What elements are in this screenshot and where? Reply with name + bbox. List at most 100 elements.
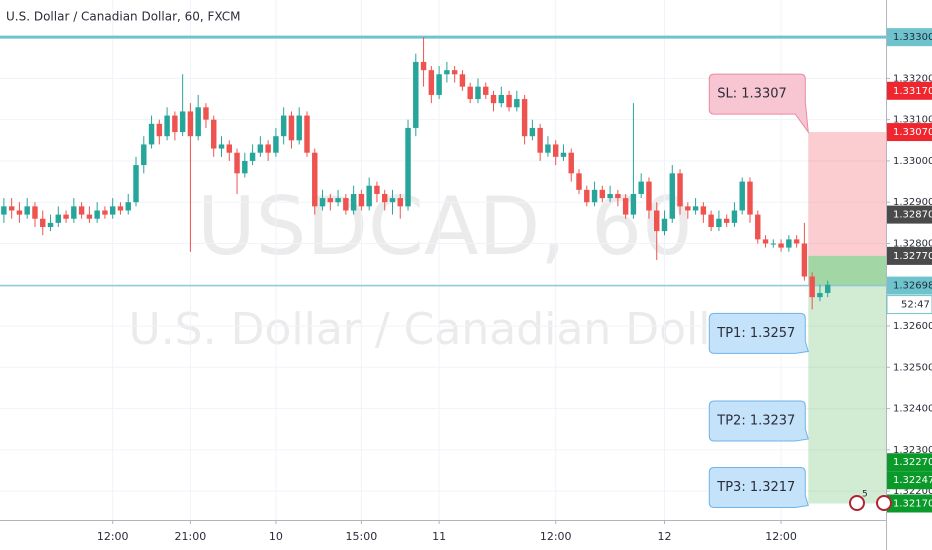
candle-body xyxy=(708,214,714,227)
candle-body xyxy=(78,206,85,215)
y-tick-label: 1.32300 xyxy=(893,445,932,456)
candle-body xyxy=(312,152,318,207)
candle-body xyxy=(117,206,124,211)
candle-body xyxy=(148,123,155,145)
candle-body xyxy=(24,206,30,215)
candle-body xyxy=(529,127,536,137)
candle-body xyxy=(436,74,442,95)
candle-body xyxy=(86,214,93,219)
time-axis xyxy=(0,520,886,550)
candle-body xyxy=(226,144,232,153)
candle-body xyxy=(622,198,629,215)
countdown-box xyxy=(886,295,932,315)
candle-body xyxy=(599,189,606,199)
callout xyxy=(708,466,809,508)
candle-body xyxy=(778,243,784,248)
candle-body xyxy=(319,198,326,207)
price-label xyxy=(887,205,932,224)
candle-body xyxy=(552,144,559,157)
candle-body xyxy=(141,144,147,166)
candle-body xyxy=(801,243,808,277)
candle-body xyxy=(817,293,823,298)
y-tick-label: 1.32900 xyxy=(893,197,932,208)
candle-body xyxy=(576,173,582,190)
candle-body xyxy=(242,160,248,174)
candle-body xyxy=(824,284,831,294)
y-tick-label: 1.32800 xyxy=(893,238,932,249)
chart-title: U.S. Dollar / Canadian Dollar, 60, FXCM xyxy=(6,10,241,24)
x-tick-label: 12:00 xyxy=(97,530,129,543)
candle-body xyxy=(490,94,497,104)
candle-body xyxy=(654,210,660,232)
candle-body xyxy=(389,198,396,203)
candle-body xyxy=(514,99,520,108)
candle-body xyxy=(498,94,505,104)
candle-body xyxy=(234,152,240,174)
candle-body xyxy=(8,206,15,211)
price-label xyxy=(887,246,932,265)
candle-body xyxy=(646,181,652,211)
candle-body xyxy=(677,173,683,207)
candle-body xyxy=(560,152,567,157)
candle-body xyxy=(755,214,761,240)
countdown: 52:47 xyxy=(901,300,930,311)
candle-body xyxy=(249,152,256,161)
candle-body xyxy=(133,165,139,203)
events-badge: 5 xyxy=(862,490,868,500)
candle-body xyxy=(692,206,699,211)
candle-body xyxy=(280,115,287,137)
candle-body xyxy=(793,239,800,244)
candle-body xyxy=(273,136,279,153)
candle-body xyxy=(483,86,489,95)
candle-body xyxy=(584,189,590,203)
candle-body xyxy=(475,86,481,100)
price-label-text: 1.33170 xyxy=(893,86,932,97)
candle-body xyxy=(397,198,403,207)
candle-body xyxy=(296,115,302,141)
candle-body xyxy=(731,210,738,223)
candle-body xyxy=(444,70,450,75)
candle-body xyxy=(304,115,310,153)
price-label-text: 1.33300 xyxy=(893,32,932,43)
candle-body xyxy=(506,94,512,108)
y-tick-label: 1.32600 xyxy=(893,321,932,332)
y-tick-label: 1.32200 xyxy=(893,486,932,497)
x-tick-label: 12 xyxy=(658,530,672,543)
candle-body xyxy=(405,127,411,207)
price-label-text: 1.32247 xyxy=(893,475,932,486)
candle-body xyxy=(187,111,194,137)
candle-body xyxy=(762,239,769,244)
candle-body xyxy=(770,243,777,245)
candle-body xyxy=(420,61,427,71)
candle-body xyxy=(809,276,815,298)
candle-body xyxy=(739,181,745,211)
candle-body xyxy=(451,70,458,75)
price-label xyxy=(887,276,932,295)
candle-body xyxy=(172,115,178,133)
watermark-subtitle: U.S. Dollar / Canadian Dollar xyxy=(128,304,756,355)
price-label xyxy=(887,494,932,513)
candle-body xyxy=(55,214,62,223)
candle-body xyxy=(467,86,473,100)
candle-body xyxy=(413,61,419,128)
candle-body xyxy=(716,218,722,227)
price-label xyxy=(887,123,932,142)
candle-body xyxy=(203,107,209,120)
candle-body xyxy=(374,185,380,194)
price-label-text: 1.32770 xyxy=(893,251,932,262)
callout xyxy=(708,400,809,442)
candle-body xyxy=(218,144,225,149)
candle-body xyxy=(211,119,217,149)
candle-body xyxy=(428,70,435,95)
candle-body xyxy=(638,181,644,194)
callout-text: TP3: 1.3217 xyxy=(716,480,795,495)
candle-body xyxy=(125,202,131,211)
price-label-text: 1.33070 xyxy=(893,127,932,138)
x-tick-label: 15:00 xyxy=(346,530,378,543)
x-tick-label: 12:00 xyxy=(540,530,572,543)
price-label xyxy=(887,81,932,100)
x-tick-label: 12:00 xyxy=(765,530,797,543)
candle-body xyxy=(700,206,707,215)
candle-body xyxy=(381,193,388,203)
candle-body xyxy=(164,115,170,137)
